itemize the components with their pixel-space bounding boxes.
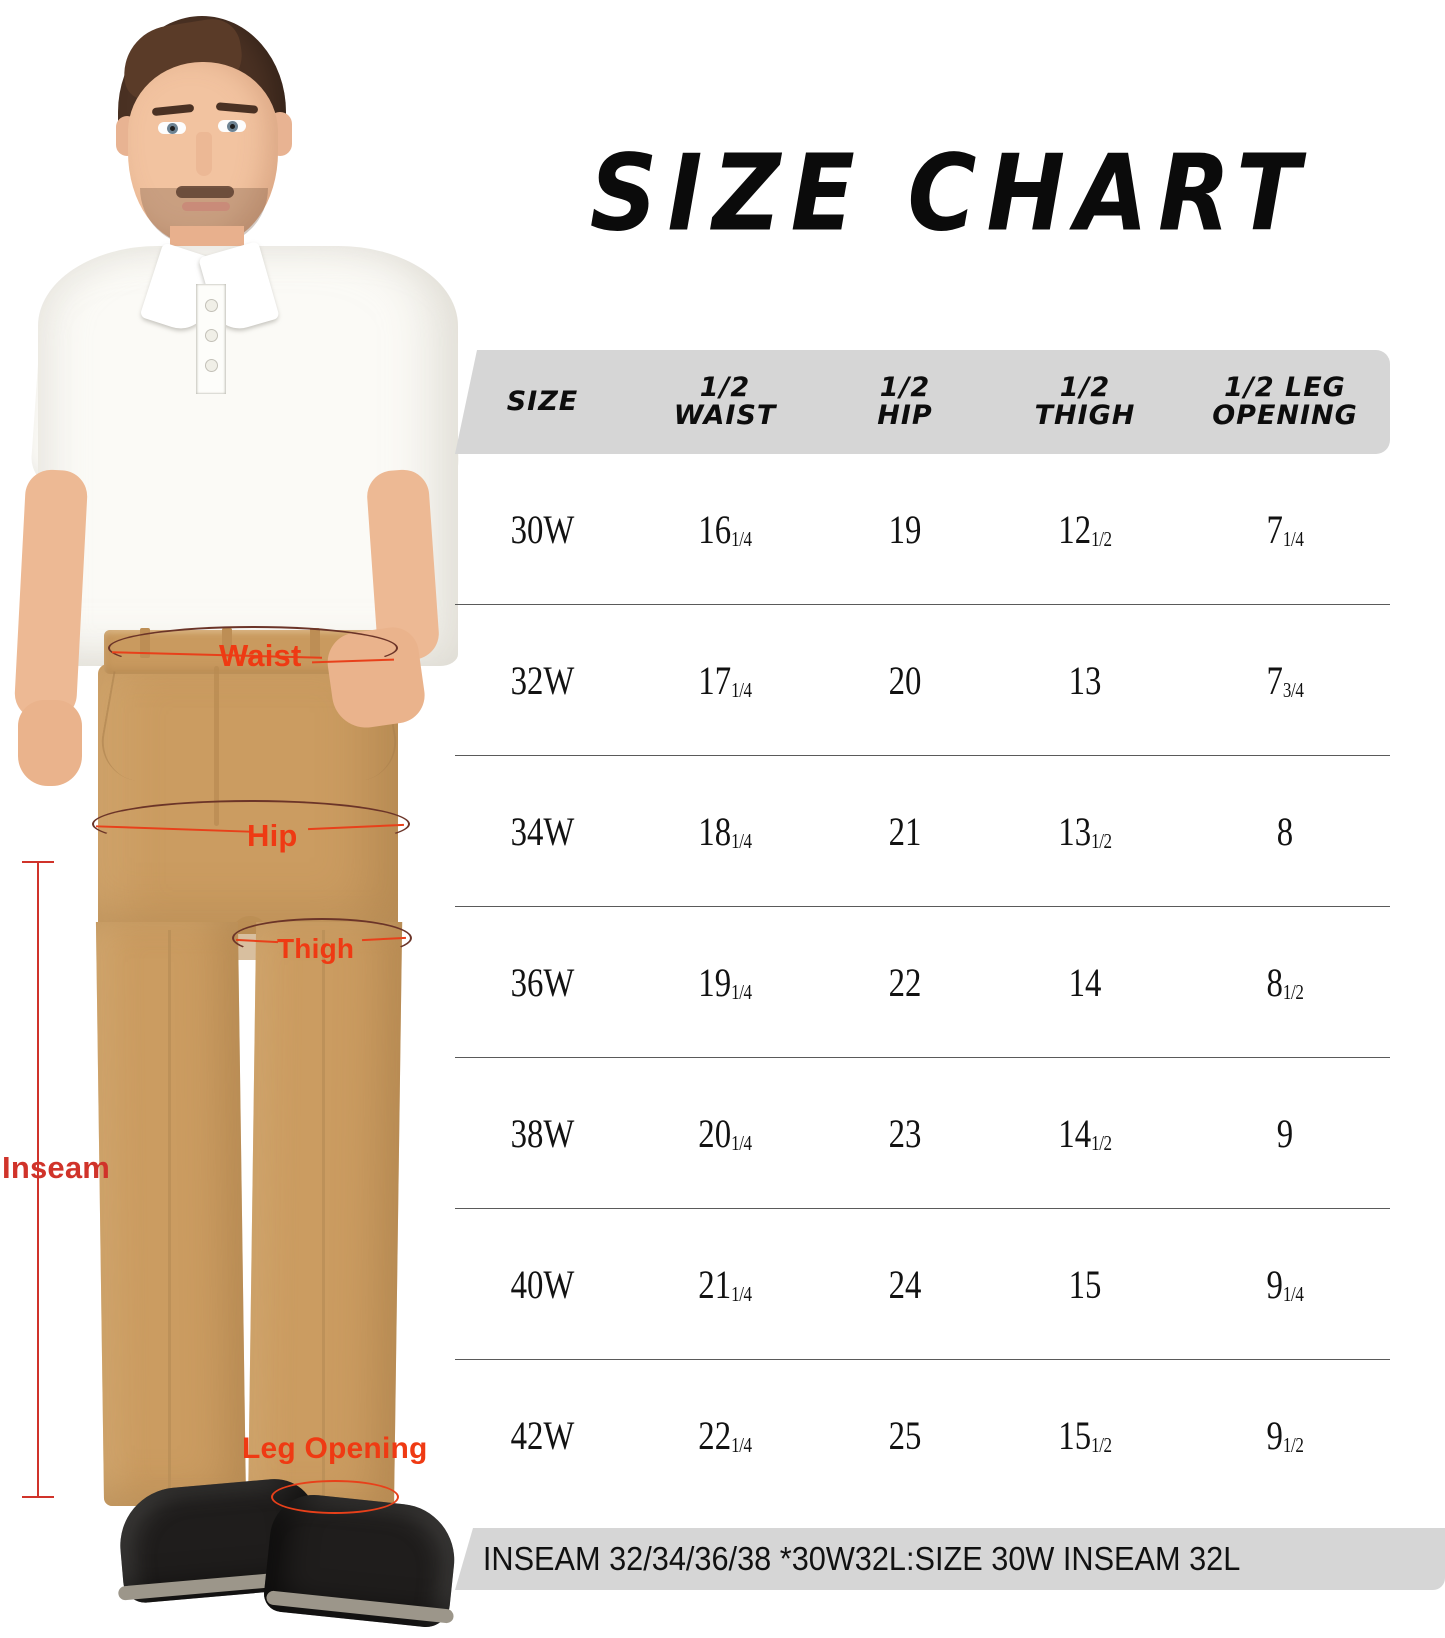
model-nose bbox=[196, 132, 212, 176]
cell-size: 30W bbox=[510, 506, 575, 552]
cell-half-thigh: 13 bbox=[1068, 657, 1102, 703]
inseam-cap-bottom bbox=[22, 1496, 54, 1498]
cell-half-thigh: 131/2 bbox=[1058, 808, 1112, 854]
column-header-half-thigh: 1/2 THIGH bbox=[1034, 372, 1136, 431]
fraction: 1/4 bbox=[731, 981, 752, 1005]
column-header-half-leg-opening: 1/2 LEG OPENING bbox=[1212, 372, 1358, 431]
cell-half-waist: 161/4 bbox=[698, 506, 752, 552]
model-mouth bbox=[182, 202, 230, 211]
cell-size: 36W bbox=[510, 959, 575, 1005]
cell-size: 40W bbox=[510, 1261, 575, 1307]
polo-button-top bbox=[206, 300, 217, 311]
trousers-fly bbox=[214, 666, 219, 826]
fraction: 1/4 bbox=[1282, 528, 1304, 552]
fraction: 1/4 bbox=[1282, 1283, 1304, 1307]
cell-half-leg-opening: 91/4 bbox=[1266, 1261, 1304, 1307]
fraction: 1/2 bbox=[1282, 981, 1304, 1005]
cell-half-leg-opening: 81/2 bbox=[1266, 959, 1304, 1005]
size-chart-panel: SIZE CHART SIZE 1/2 WAIST 1/2 HIP 1/2 TH… bbox=[455, 0, 1445, 1638]
polo-button-middle bbox=[206, 330, 217, 341]
fraction: 1/4 bbox=[731, 1132, 752, 1156]
fraction: 1/4 bbox=[731, 830, 752, 854]
waist-ellipse-back bbox=[108, 626, 398, 670]
cell-half-leg-opening: 8 bbox=[1276, 808, 1294, 854]
cell-size: 42W bbox=[510, 1412, 575, 1458]
table-row: 42W 221/4 25 151/2 91/2 bbox=[455, 1360, 1390, 1510]
cell-half-hip: 25 bbox=[888, 1412, 922, 1458]
table-row: 40W 211/4 24 15 91/4 bbox=[455, 1209, 1390, 1360]
leg-opening-label: Leg Opening bbox=[242, 1432, 428, 1465]
cell-half-leg-opening: 73/4 bbox=[1266, 657, 1304, 703]
polo-button-bottom bbox=[206, 360, 217, 371]
fraction: 1/4 bbox=[731, 679, 752, 703]
column-header-half-hip: 1/2 HIP bbox=[877, 372, 933, 431]
trousers-leg-right bbox=[247, 922, 403, 1520]
fraction: 1/2 bbox=[1091, 1132, 1112, 1156]
cell-size: 32W bbox=[510, 657, 575, 703]
model-eye-right bbox=[218, 120, 246, 132]
thigh-ellipse-back bbox=[232, 918, 412, 958]
model-arm-left bbox=[13, 468, 89, 722]
cell-half-waist: 171/4 bbox=[698, 657, 752, 703]
cell-half-waist: 181/4 bbox=[698, 808, 752, 854]
trousers-crease-left bbox=[168, 930, 171, 1490]
fraction: 1/2 bbox=[1091, 528, 1112, 552]
fraction: 1/4 bbox=[731, 1434, 752, 1458]
thigh-label: Thigh bbox=[277, 933, 355, 964]
cell-half-waist: 201/4 bbox=[698, 1110, 752, 1156]
cell-half-thigh: 141/2 bbox=[1058, 1110, 1112, 1156]
cell-half-hip: 19 bbox=[888, 506, 922, 552]
cell-half-hip: 21 bbox=[888, 808, 922, 854]
cell-half-thigh: 15 bbox=[1068, 1261, 1102, 1307]
hip-label: Hip bbox=[247, 818, 298, 853]
page-title: SIZE CHART bbox=[589, 133, 1311, 256]
table-row: 32W 171/4 20 13 73/4 bbox=[455, 605, 1390, 756]
fraction: 1/2 bbox=[1282, 1434, 1304, 1458]
waist-label: Waist bbox=[219, 638, 302, 673]
table-row: 38W 201/4 23 141/2 9 bbox=[455, 1058, 1390, 1209]
cell-half-leg-opening: 71/4 bbox=[1266, 506, 1304, 552]
model-hand-left bbox=[18, 700, 82, 786]
table-row: 30W 161/4 19 121/2 71/4 bbox=[455, 454, 1390, 605]
cell-half-leg-opening: 91/2 bbox=[1266, 1412, 1304, 1458]
cell-half-thigh: 151/2 bbox=[1058, 1412, 1112, 1458]
model-moustache bbox=[176, 186, 234, 198]
cell-half-thigh: 14 bbox=[1068, 959, 1102, 1005]
size-chart-table: SIZE 1/2 WAIST 1/2 HIP 1/2 THIGH 1/2 LEG… bbox=[455, 350, 1390, 1510]
fraction: 1/4 bbox=[731, 528, 752, 552]
cell-half-waist: 221/4 bbox=[698, 1412, 752, 1458]
fraction: 1/2 bbox=[1091, 1434, 1112, 1458]
trousers-crease-right bbox=[322, 930, 325, 1504]
fraction: 1/2 bbox=[1091, 830, 1112, 854]
table-header-band: SIZE 1/2 WAIST 1/2 HIP 1/2 THIGH 1/2 LEG… bbox=[455, 350, 1390, 454]
inseam-cap-top bbox=[22, 861, 54, 863]
column-header-half-waist: 1/2 WAIST bbox=[673, 372, 777, 431]
inseam-note: INSEAM 32/34/36/38 *30W32L:SIZE 30W INSE… bbox=[482, 1540, 1241, 1577]
cell-half-thigh: 121/2 bbox=[1058, 506, 1112, 552]
cell-half-waist: 191/4 bbox=[698, 959, 752, 1005]
table-body: 30W 161/4 19 121/2 71/4 32W 171/4 20 13 73/4 34W 18… bbox=[455, 454, 1390, 1510]
cell-size: 34W bbox=[510, 808, 575, 854]
inseam-label: Inseam bbox=[2, 1150, 111, 1185]
fraction: 1/4 bbox=[731, 1283, 752, 1307]
column-header-size: SIZE bbox=[506, 386, 579, 418]
inseam-measure-line bbox=[37, 862, 39, 1498]
cell-half-waist: 211/4 bbox=[698, 1261, 752, 1307]
trousers-leg-left bbox=[95, 922, 247, 1506]
cell-half-leg-opening: 9 bbox=[1276, 1110, 1294, 1156]
fraction: 3/4 bbox=[1282, 679, 1304, 703]
cell-half-hip: 20 bbox=[888, 657, 922, 703]
cell-half-hip: 23 bbox=[888, 1110, 922, 1156]
table-row: 36W 191/4 22 14 81/2 bbox=[455, 907, 1390, 1058]
hip-ellipse-back bbox=[92, 800, 410, 848]
cell-half-hip: 22 bbox=[888, 959, 922, 1005]
model-photo: Waist Hip Thigh Inseam Leg Opening bbox=[0, 0, 470, 1638]
cell-size: 38W bbox=[510, 1110, 575, 1156]
model-eye-left bbox=[158, 122, 186, 134]
cell-half-hip: 24 bbox=[888, 1261, 922, 1307]
table-footer-band: INSEAM 32/34/36/38 *30W32L:SIZE 30W INSE… bbox=[455, 1528, 1445, 1590]
leg-opening-ellipse bbox=[271, 1480, 399, 1514]
table-row: 34W 181/4 21 131/2 8 bbox=[455, 756, 1390, 907]
